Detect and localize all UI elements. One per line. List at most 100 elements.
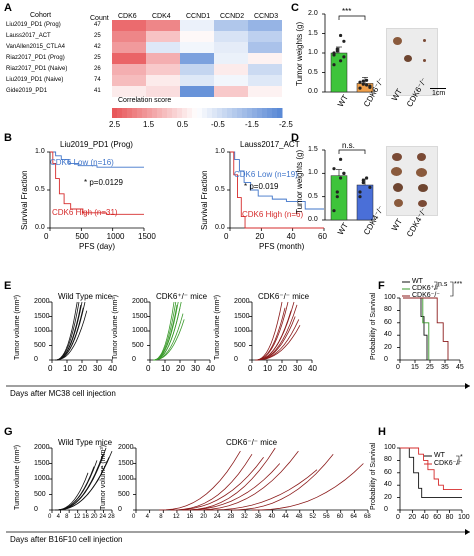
colorbar-tick: -0.5 (211, 120, 225, 129)
plot-y-tick-label: 500 (34, 341, 46, 349)
tumor-specimen (392, 153, 402, 161)
panel-label-f: F (378, 280, 385, 292)
colorbar-step (257, 108, 263, 118)
colorbar-label: Correlation score (118, 97, 172, 104)
tumor-specimen (418, 184, 428, 192)
colorbar-step (267, 108, 273, 118)
km-title: Liu2019_PD1 (Prog) (60, 140, 133, 149)
data-point (339, 176, 343, 180)
cohort-count: 42 (94, 44, 101, 50)
plot-x-tick-label: 30 (93, 364, 102, 373)
plot-x-tick-label: 12 (73, 514, 81, 520)
tumor-specimen (391, 167, 402, 176)
plot-x-tick-label: 28 (227, 514, 235, 520)
sig-bracket (450, 281, 454, 297)
growth-y-label: Tumor volume (mm³) (14, 294, 21, 360)
plot-y-tick-label: 40 (384, 331, 392, 339)
plot-x-tick-label: 40 (308, 364, 317, 373)
km-y-tick-label: 0.0 (215, 224, 225, 231)
plot-x-tick-label: 4 (56, 514, 60, 520)
growth-curve (54, 310, 88, 361)
colorbar-step (177, 108, 183, 118)
tumor-specimen (423, 59, 426, 62)
plot-y-tick-label: 1000 (34, 475, 50, 482)
count-header: Count (90, 15, 109, 22)
km-p-value: * p=0.019 (244, 182, 279, 191)
plot-x-tick-label: 44 (282, 514, 289, 520)
km-x-tick-label: 60 (318, 232, 327, 241)
plot-x-tick-label: 20 (278, 364, 287, 373)
plot-y-tick-label: 0 (118, 506, 122, 513)
plot-x-tick-label: 35 (441, 364, 449, 371)
plot-x-tick-label: 40 (108, 364, 117, 373)
plot-x-tick-label: 40 (268, 514, 276, 520)
cohort-count: 47 (94, 22, 101, 28)
growth-curve (254, 307, 286, 361)
colorbar-step (112, 108, 118, 118)
growth-curve (228, 453, 334, 511)
legend-label: CDK6⁻/⁻ (412, 292, 441, 299)
panel-label-h: H (378, 426, 386, 438)
colorbar-step (232, 108, 238, 118)
bar-y-tick-label: 0.0 (308, 88, 318, 95)
heatmap-cell (180, 20, 214, 31)
gene-label: CCND1 (186, 13, 211, 20)
plot-x-tick-label: 56 (323, 514, 330, 520)
km-high-curve (230, 151, 324, 229)
growth-curve (54, 450, 113, 511)
legend-label: CDK6⁺/⁻ (412, 285, 441, 292)
km-x-tick-label: 20 (255, 232, 265, 241)
data-point (332, 51, 336, 55)
plot-x-tick-label: 20 (78, 364, 87, 373)
scale-bar (430, 88, 446, 89)
km-high-curve (50, 151, 144, 215)
plot-x-tick-label: 10 (63, 364, 72, 373)
km-x-tick-label: 1500 (138, 232, 156, 241)
plot-x-tick-label: 100 (458, 514, 470, 521)
growth-y-label: Tumor volume (mm³) (100, 444, 107, 510)
plot-y-tick-label: 1500 (34, 312, 50, 320)
bar-y-tick-label: 1.5 (308, 146, 318, 153)
tumor-specimen (394, 199, 403, 207)
bar-y-tick-label: 1.0 (308, 49, 318, 56)
data-point (365, 83, 369, 87)
panel-label-g: G (4, 426, 13, 438)
bar-y-tick-label: 0.0 (308, 216, 318, 223)
survival-curve-wt (403, 297, 428, 360)
heatmap-cell (214, 42, 248, 53)
plot-y-tick-label: 0 (234, 356, 238, 363)
heatmap-cell (180, 31, 214, 42)
cohort-count: 25 (94, 55, 101, 61)
gene-label: CCND2 (220, 13, 245, 20)
growth-y-label: Tumor volume (mm³) (14, 444, 21, 510)
heatmap-cell (248, 31, 282, 42)
plot-x-tick-label: 12 (172, 514, 180, 520)
data-point (365, 176, 369, 180)
cohort-count: 26 (94, 66, 101, 72)
cohort-label: VanAllen2015_CTLA4 (6, 44, 65, 50)
growth-curve (251, 463, 364, 511)
colorbar-step (272, 108, 278, 118)
km-y-tick-label: 0.5 (35, 186, 45, 193)
significance-label: *** (342, 7, 352, 16)
plot-x-tick-label: 16 (186, 514, 194, 520)
plot-x-tick-label: 0 (48, 364, 53, 373)
data-point (342, 39, 346, 43)
data-point (339, 157, 343, 161)
tumor-specimen (393, 183, 403, 192)
data-point (342, 171, 346, 175)
plot-x-tick-label: 0 (396, 514, 400, 521)
plot-x-tick-label: 24 (99, 514, 107, 520)
plot-y-tick-label: 60 (384, 468, 392, 476)
colorbar-step (202, 108, 208, 118)
plot-y-tick-label: 2000 (132, 298, 148, 305)
plot-y-tick-label: 100 (384, 294, 396, 301)
plot-x-tick-label: 0 (396, 364, 400, 371)
heatmap-cell (214, 86, 248, 97)
plot-x-tick-label: 45 (456, 364, 464, 371)
survival-y-label: Probability of Survival (370, 292, 377, 360)
panel-label-a: A (4, 2, 12, 14)
heatmap-cell (214, 75, 248, 86)
